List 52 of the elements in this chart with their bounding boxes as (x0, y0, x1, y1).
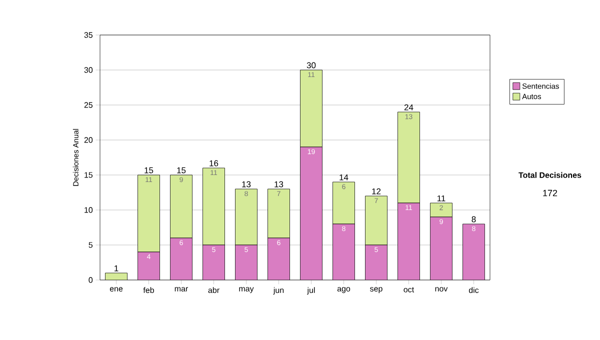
x-tick-label: may (239, 287, 254, 294)
x-tick-label: nov (435, 287, 448, 292)
y-tick-label: 35 (84, 32, 93, 38)
bar (170, 238, 192, 280)
x-tick-label: jul (307, 287, 315, 295)
text: 172 (543, 190, 558, 196)
bar (430, 216, 452, 280)
y-tick-label: 30 (84, 67, 93, 73)
x-tick-label: dic (468, 287, 479, 293)
bar (170, 174, 192, 238)
y-tick-label: 25 (84, 102, 93, 108)
y-tick-label: 15 (84, 172, 93, 178)
bar (365, 244, 388, 280)
bar (235, 244, 258, 280)
bar (332, 182, 355, 224)
bar (332, 224, 355, 280)
bar (398, 202, 420, 280)
x-tick-label: ago (337, 287, 350, 294)
bar (268, 188, 290, 238)
x-tick-label: sep (370, 287, 382, 294)
y-tick-label: 10 (84, 207, 93, 213)
y-tick-label: 5 (88, 242, 93, 248)
total-label: 24 (404, 104, 414, 110)
text: Total Decisiones (518, 172, 582, 178)
x-tick-label: oct (404, 287, 414, 292)
x-tick-label: ene (110, 287, 123, 292)
total-label: 30 (306, 62, 316, 68)
x-tick-label: jun (273, 287, 284, 295)
bar (462, 224, 485, 280)
total-label: 16 (210, 160, 218, 166)
bar (365, 196, 388, 246)
total-label: 15 (144, 167, 154, 174)
total-label: 15 (177, 167, 186, 174)
total-label: 11 (437, 195, 446, 202)
total-label: 12 (372, 188, 381, 194)
y-tick-label: 0 (88, 277, 93, 283)
total-label: 1 (114, 265, 118, 272)
bar (300, 146, 322, 280)
total-label: 14 (340, 174, 348, 180)
x-tick-label: mar (174, 287, 188, 292)
total-label: 13 (242, 181, 251, 188)
bar (430, 202, 452, 218)
bar (138, 252, 160, 280)
x-tick-label: abr (208, 287, 220, 293)
bar (235, 188, 258, 246)
total-label: 8 (472, 216, 476, 222)
bar (268, 238, 290, 280)
x-tick-label: feb (143, 287, 154, 293)
y-tick-label: 20 (84, 137, 93, 143)
bar (202, 244, 225, 280)
bar (202, 168, 225, 246)
total-label: 13 (274, 181, 284, 188)
